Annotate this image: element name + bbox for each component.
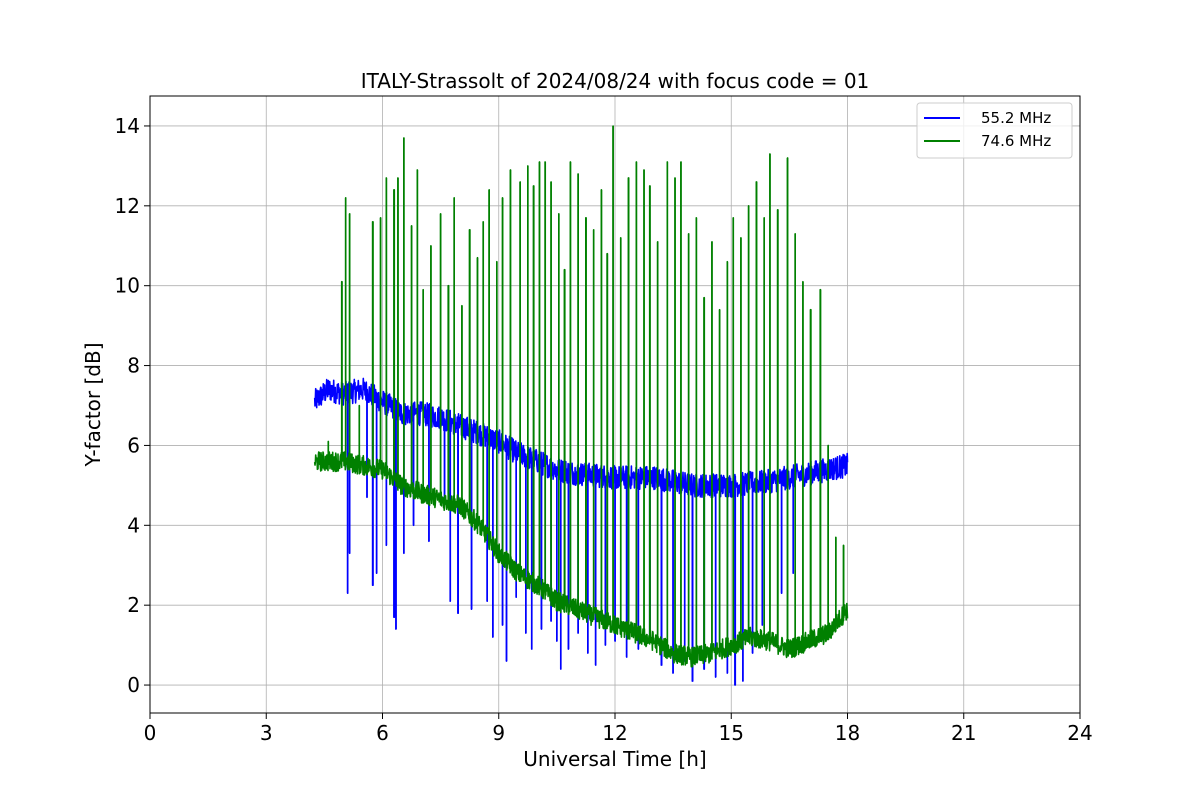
legend-label-series-1: 55.2 MHz xyxy=(981,109,1051,127)
chart-title: ITALY-Strassolt of 2024/08/24 with focus… xyxy=(361,69,870,93)
y-tick-label: 4 xyxy=(127,513,140,537)
x-tick-label: 9 xyxy=(492,721,505,745)
y-tick-label: 6 xyxy=(127,433,140,457)
legend-box xyxy=(916,102,1073,159)
x-tick-label: 15 xyxy=(719,721,744,745)
x-tick-label: 12 xyxy=(602,721,627,745)
y-axis-label: Y-factor [dB] xyxy=(81,342,105,467)
y-tick-label: 0 xyxy=(127,673,140,697)
y-tick-label: 2 xyxy=(127,593,140,617)
x-tick-label: 21 xyxy=(951,721,976,745)
y-tick-label: 8 xyxy=(127,354,140,378)
legend: 55.2 MHz 74.6 MHz xyxy=(916,102,1073,159)
y-tick-label: 12 xyxy=(115,194,140,218)
plot-area xyxy=(313,125,849,686)
y-tick-label: 10 xyxy=(115,274,140,298)
x-tick-label: 6 xyxy=(376,721,389,745)
x-tick-label: 18 xyxy=(835,721,860,745)
x-axis-label: Universal Time [h] xyxy=(523,747,706,771)
x-tick-label: 3 xyxy=(260,721,273,745)
legend-label-series-2: 74.6 MHz xyxy=(981,132,1051,150)
x-tick-label: 0 xyxy=(144,721,157,745)
y-tick-label: 14 xyxy=(115,114,140,138)
x-tick-label: 24 xyxy=(1067,721,1092,745)
